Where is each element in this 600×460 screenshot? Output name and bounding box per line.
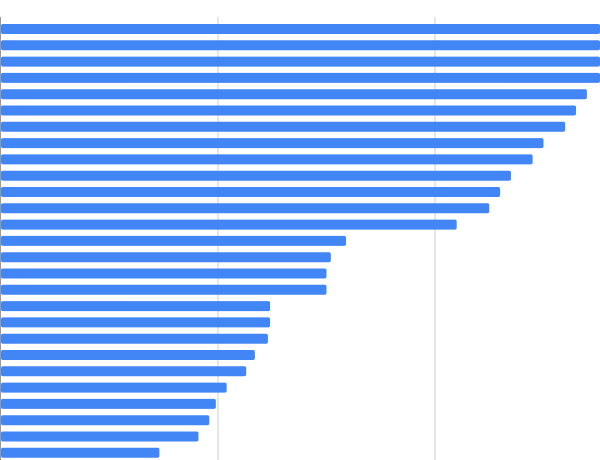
bar [1, 24, 600, 34]
bar [1, 203, 490, 214]
bar [1, 89, 587, 100]
bar [1, 431, 199, 442]
bar [1, 219, 457, 230]
bar [1, 333, 268, 344]
bar [1, 252, 331, 263]
bar [1, 187, 501, 197]
bar [1, 154, 533, 165]
bar [1, 235, 347, 246]
bar [1, 170, 511, 181]
bar [1, 317, 271, 328]
bar [1, 301, 271, 312]
bar [1, 40, 600, 51]
bar [1, 366, 247, 377]
bar [1, 398, 216, 409]
bar [1, 121, 566, 132]
bar [1, 382, 227, 393]
bar [1, 284, 327, 295]
bar [1, 72, 600, 83]
bar [1, 447, 160, 458]
bar [1, 415, 210, 426]
bar [1, 268, 327, 279]
bar [1, 56, 600, 67]
bar [1, 350, 255, 360]
bar [1, 138, 544, 149]
bar [1, 105, 577, 116]
